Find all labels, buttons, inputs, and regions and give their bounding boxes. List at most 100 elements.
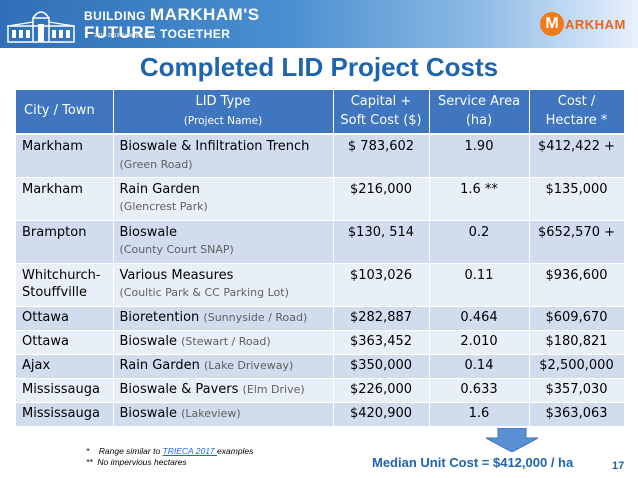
cell-capital: $420,900: [333, 402, 430, 427]
cell-capital: $363,452: [333, 330, 430, 355]
header-cost-line1: Cost /: [557, 93, 596, 109]
cell-lid-type: Rain Garden (Glencrest Park): [113, 177, 334, 221]
cell-type: Bioswale: [119, 334, 177, 350]
table-row: Brampton Bioswale (County Court SNAP) $13…: [16, 220, 625, 264]
footnote-impervious: ** No impervious hectares: [86, 457, 187, 468]
cell-lid-type: Bioretention (Sunnyside / Road): [113, 306, 334, 331]
banner-subline: 2015-2019 Strategic Plan: [94, 33, 156, 39]
table-row: Ajax Rain Garden (Lake Driveway) $350,00…: [16, 354, 625, 379]
cell-area: 0.633: [429, 378, 530, 403]
cell-area: 0.14: [429, 354, 530, 379]
cell-city: Markham: [16, 177, 114, 221]
cell-type: Bioswale & Infiltration Trench: [119, 139, 310, 154]
header-area-line1: Service Area: [437, 93, 521, 109]
header-lid-type-label: LID Type: [195, 93, 251, 109]
header-cost-per-hectare: Cost / Hectare *: [529, 90, 625, 135]
cell-capital: $216,000: [333, 177, 430, 221]
cell-city: Whitchurch-Stouffville: [16, 263, 114, 307]
cell-lid-type: Bioswale & Pavers (Elm Drive): [113, 378, 334, 403]
cell-cost: $412,422 +: [529, 134, 625, 178]
cell-project: (Glencrest Park): [119, 200, 208, 214]
cell-capital: $350,000: [333, 354, 430, 379]
cell-cost: $609,670: [529, 306, 625, 331]
cell-area: 1.6 **: [429, 177, 530, 221]
banner-building: BUILDING: [84, 9, 146, 23]
table-row: Ottawa Bioretention (Sunnyside / Road) $…: [16, 306, 625, 331]
cell-capital: $ 783,602: [333, 134, 430, 178]
median-unit-cost: Median Unit Cost = $412,000 / ha: [372, 455, 574, 470]
cell-lid-type: Bioswale (Stewart / Road): [113, 330, 334, 355]
banner-markhams: MARKHAM'S: [150, 5, 260, 24]
cell-area: 0.2: [429, 220, 530, 264]
cell-cost: $2,500,000: [529, 354, 625, 379]
cell-cost: $135,000: [529, 177, 625, 221]
cell-project: (Green Road): [119, 157, 193, 171]
cell-type: Bioswale: [119, 224, 177, 240]
cell-project: (County Court SNAP): [119, 243, 234, 257]
cell-area: 2.010: [429, 330, 530, 355]
cell-type: Rain Garden: [119, 181, 200, 197]
table-row: Mississauga Bioswale (Lakeview) $420,900…: [16, 402, 625, 427]
markham-logo-mark: M: [540, 12, 564, 36]
header-city-label: City / Town: [24, 103, 95, 119]
table-row: Mississauga Bioswale & Pavers (Elm Drive…: [16, 378, 625, 403]
header-lid-type-sub: (Project Name): [183, 114, 263, 127]
slide-title: Completed LID Project Costs: [139, 52, 499, 82]
table-row: Markham Rain Garden (Glencrest Park) $216…: [16, 177, 625, 221]
cell-capital: $226,000: [333, 378, 430, 403]
header-city: City / Town: [16, 90, 114, 135]
cell-lid-type: Bioswale (Lakeview): [113, 402, 334, 427]
banner-together: TOGETHER: [159, 27, 231, 41]
cell-project: (Lake Driveway): [203, 359, 294, 373]
cell-city: Ottawa: [16, 330, 114, 355]
footnote-range-prefix: * Range similar to: [86, 446, 163, 456]
cell-type: Bioswale & Pavers: [119, 382, 239, 398]
page-number: 17: [612, 460, 625, 472]
banner-future: FUTURE: [84, 23, 156, 42]
cell-lid-type: Various Measures (Coultic Park & CC Parki…: [113, 263, 334, 307]
table-row: Markham Bioswale & Infiltration Trench (G…: [16, 134, 625, 178]
cell-city: Mississauga: [16, 402, 114, 427]
cell-project: (Coultic Park & CC Parking Lot): [119, 286, 289, 300]
footnote-range-suffix: examples: [217, 446, 254, 456]
cell-cost: $363,063: [529, 402, 625, 427]
header-service-area: Service Area (ha): [429, 90, 530, 135]
cell-area: 0.11: [429, 263, 530, 307]
header-cost-line2: Hectare *: [545, 112, 608, 128]
down-arrow-icon: [485, 428, 539, 452]
cell-cost: $357,030: [529, 378, 625, 403]
table-row: Ottawa Bioswale (Stewart / Road) $363,45…: [16, 330, 625, 355]
footnote-range: * Range similar to TRIECA 2017 examples: [86, 446, 253, 457]
trieca-link[interactable]: TRIECA 2017: [162, 446, 218, 456]
cell-cost: $936,600: [529, 263, 625, 307]
cell-lid-type: Bioswale (County Court SNAP): [113, 220, 334, 264]
header-capital: Capital + Soft Cost ($): [333, 90, 430, 135]
cell-area: 1.90: [429, 134, 530, 178]
markham-logo: M ARKHAM: [540, 8, 632, 40]
cell-city: Mississauga: [16, 378, 114, 403]
cell-capital: $282,887: [333, 306, 430, 331]
lid-costs-table: City / Town LID Type (Project Name) Capi…: [16, 90, 625, 427]
cell-lid-type: Rain Garden (Lake Driveway): [113, 354, 334, 379]
cell-city: Ajax: [16, 354, 114, 379]
cell-lid-type: Bioswale & Infiltration Trench (Green Roa…: [113, 134, 334, 178]
header-capital-line2: Soft Cost ($): [340, 112, 422, 128]
cell-type: Bioretention: [119, 310, 200, 326]
city-hall-skyline-icon: [7, 11, 75, 43]
markham-logo-word: ARKHAM: [565, 16, 626, 32]
cell-city: Brampton: [16, 220, 114, 264]
header-capital-line1: Capital +: [350, 93, 412, 109]
footnotes: * Range similar to TRIECA 2017 examples …: [86, 446, 253, 469]
cell-capital: $103,026: [333, 263, 430, 307]
cell-area: 1.6: [429, 402, 530, 427]
cell-type: Various Measures: [119, 267, 234, 283]
cell-area: 0.464: [429, 306, 530, 331]
cell-type: Rain Garden: [119, 358, 200, 374]
cell-project: (Sunnyside / Road): [203, 311, 308, 325]
cell-city: Ottawa: [16, 306, 114, 331]
cell-type: Bioswale: [119, 406, 177, 422]
cell-cost: $180,821: [529, 330, 625, 355]
cell-capital: $130, 514: [333, 220, 430, 264]
header-lid-type: LID Type (Project Name): [113, 90, 334, 135]
strategic-plan-wordmark: BUILDING MARKHAM'S FUTURE TOGETHER: [84, 6, 260, 41]
